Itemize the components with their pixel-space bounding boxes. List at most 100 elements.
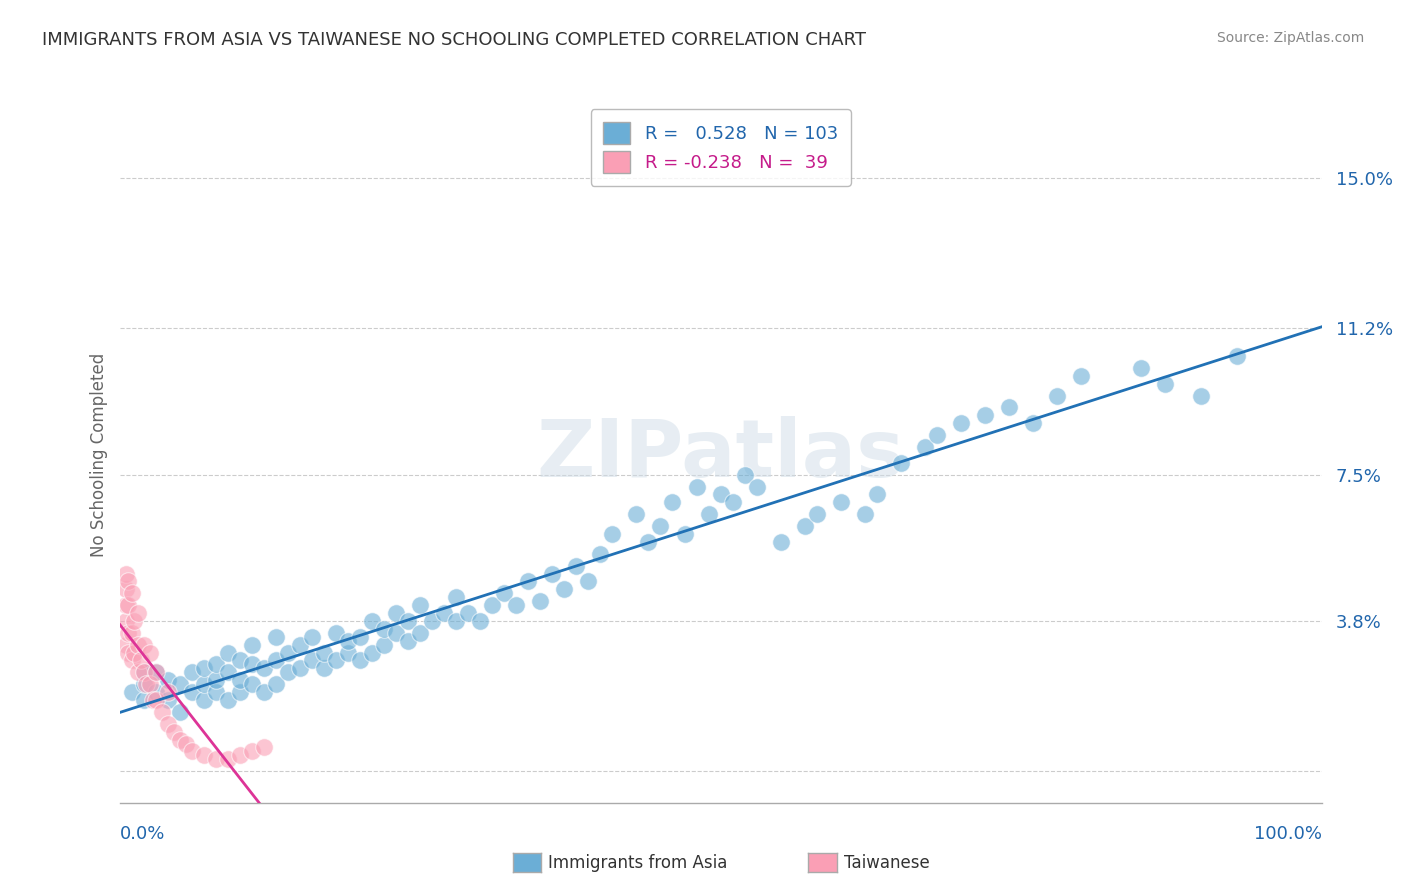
Point [998, 401, 1021, 415]
Point [217, 752, 239, 766]
Point [1226, 349, 1249, 363]
Point [361, 614, 384, 628]
Point [336, 646, 359, 660]
Point [114, 614, 136, 628]
Point [217, 665, 239, 680]
Point [156, 673, 179, 688]
Point [481, 598, 503, 612]
Y-axis label: No Schooling Completed: No Schooling Completed [90, 353, 108, 557]
Point [114, 598, 136, 612]
Point [204, 657, 226, 672]
Point [127, 665, 149, 680]
Point [301, 630, 323, 644]
Point [162, 724, 184, 739]
Text: Immigrants from Asia: Immigrants from Asia [548, 854, 728, 871]
Point [1022, 417, 1045, 431]
Point [336, 633, 359, 648]
Point [806, 507, 828, 521]
Point [793, 519, 815, 533]
Point [129, 653, 152, 667]
Point [114, 638, 136, 652]
Point [1046, 389, 1069, 403]
Point [121, 625, 143, 640]
Point [853, 507, 876, 521]
Point [734, 467, 756, 482]
Point [1154, 376, 1177, 391]
Point [312, 661, 335, 675]
Text: Source: ZipAtlas.com: Source: ZipAtlas.com [1216, 31, 1364, 45]
Point [745, 479, 768, 493]
Point [114, 566, 136, 581]
Point [180, 744, 202, 758]
Point [602, 527, 624, 541]
Point [240, 657, 263, 672]
Point [264, 630, 287, 644]
Point [444, 614, 467, 628]
Point [830, 495, 852, 509]
Point [505, 598, 527, 612]
Point [114, 582, 136, 597]
Point [117, 625, 139, 640]
Point [325, 653, 347, 667]
Point [180, 685, 202, 699]
Point [228, 748, 252, 763]
Point [156, 716, 179, 731]
Point [240, 638, 263, 652]
Point [553, 582, 575, 597]
Point [240, 677, 263, 691]
Point [433, 606, 456, 620]
Point [529, 594, 551, 608]
Point [385, 606, 408, 620]
Point [468, 614, 492, 628]
Point [589, 547, 612, 561]
Point [169, 705, 191, 719]
Point [626, 507, 648, 521]
Point [122, 646, 145, 660]
Point [288, 661, 311, 675]
Point [121, 685, 143, 699]
Point [312, 646, 335, 660]
Point [685, 479, 707, 493]
Point [180, 665, 202, 680]
Point [349, 630, 371, 644]
Point [169, 732, 191, 747]
Point [127, 638, 149, 652]
Point [373, 622, 395, 636]
Point [169, 677, 191, 691]
Point [156, 693, 179, 707]
Point [228, 653, 252, 667]
Point [135, 677, 157, 691]
Point [117, 598, 139, 612]
Point [396, 614, 419, 628]
Point [228, 673, 252, 688]
Point [193, 693, 215, 707]
Point [145, 665, 167, 680]
Point [253, 661, 276, 675]
Point [253, 685, 276, 699]
Point [517, 574, 540, 589]
Point [204, 752, 226, 766]
Point [127, 606, 149, 620]
Point [866, 487, 889, 501]
Point [150, 705, 173, 719]
Point [121, 653, 143, 667]
Point [974, 409, 997, 423]
Point [576, 574, 599, 589]
Point [890, 456, 912, 470]
Point [637, 534, 659, 549]
Legend: R =   0.528   N = 103, R = -0.238   N =  39: R = 0.528 N = 103, R = -0.238 N = 39 [591, 109, 851, 186]
Point [925, 428, 948, 442]
Point [914, 440, 936, 454]
Point [301, 653, 323, 667]
Point [121, 586, 143, 600]
Point [142, 693, 165, 707]
Point [132, 665, 155, 680]
Text: 0.0%: 0.0% [120, 825, 165, 843]
Text: ZIPatlas: ZIPatlas [537, 416, 904, 494]
Point [697, 507, 720, 521]
Point [565, 558, 588, 573]
Point [228, 685, 252, 699]
Point [541, 566, 564, 581]
Point [193, 748, 215, 763]
Point [145, 685, 167, 699]
